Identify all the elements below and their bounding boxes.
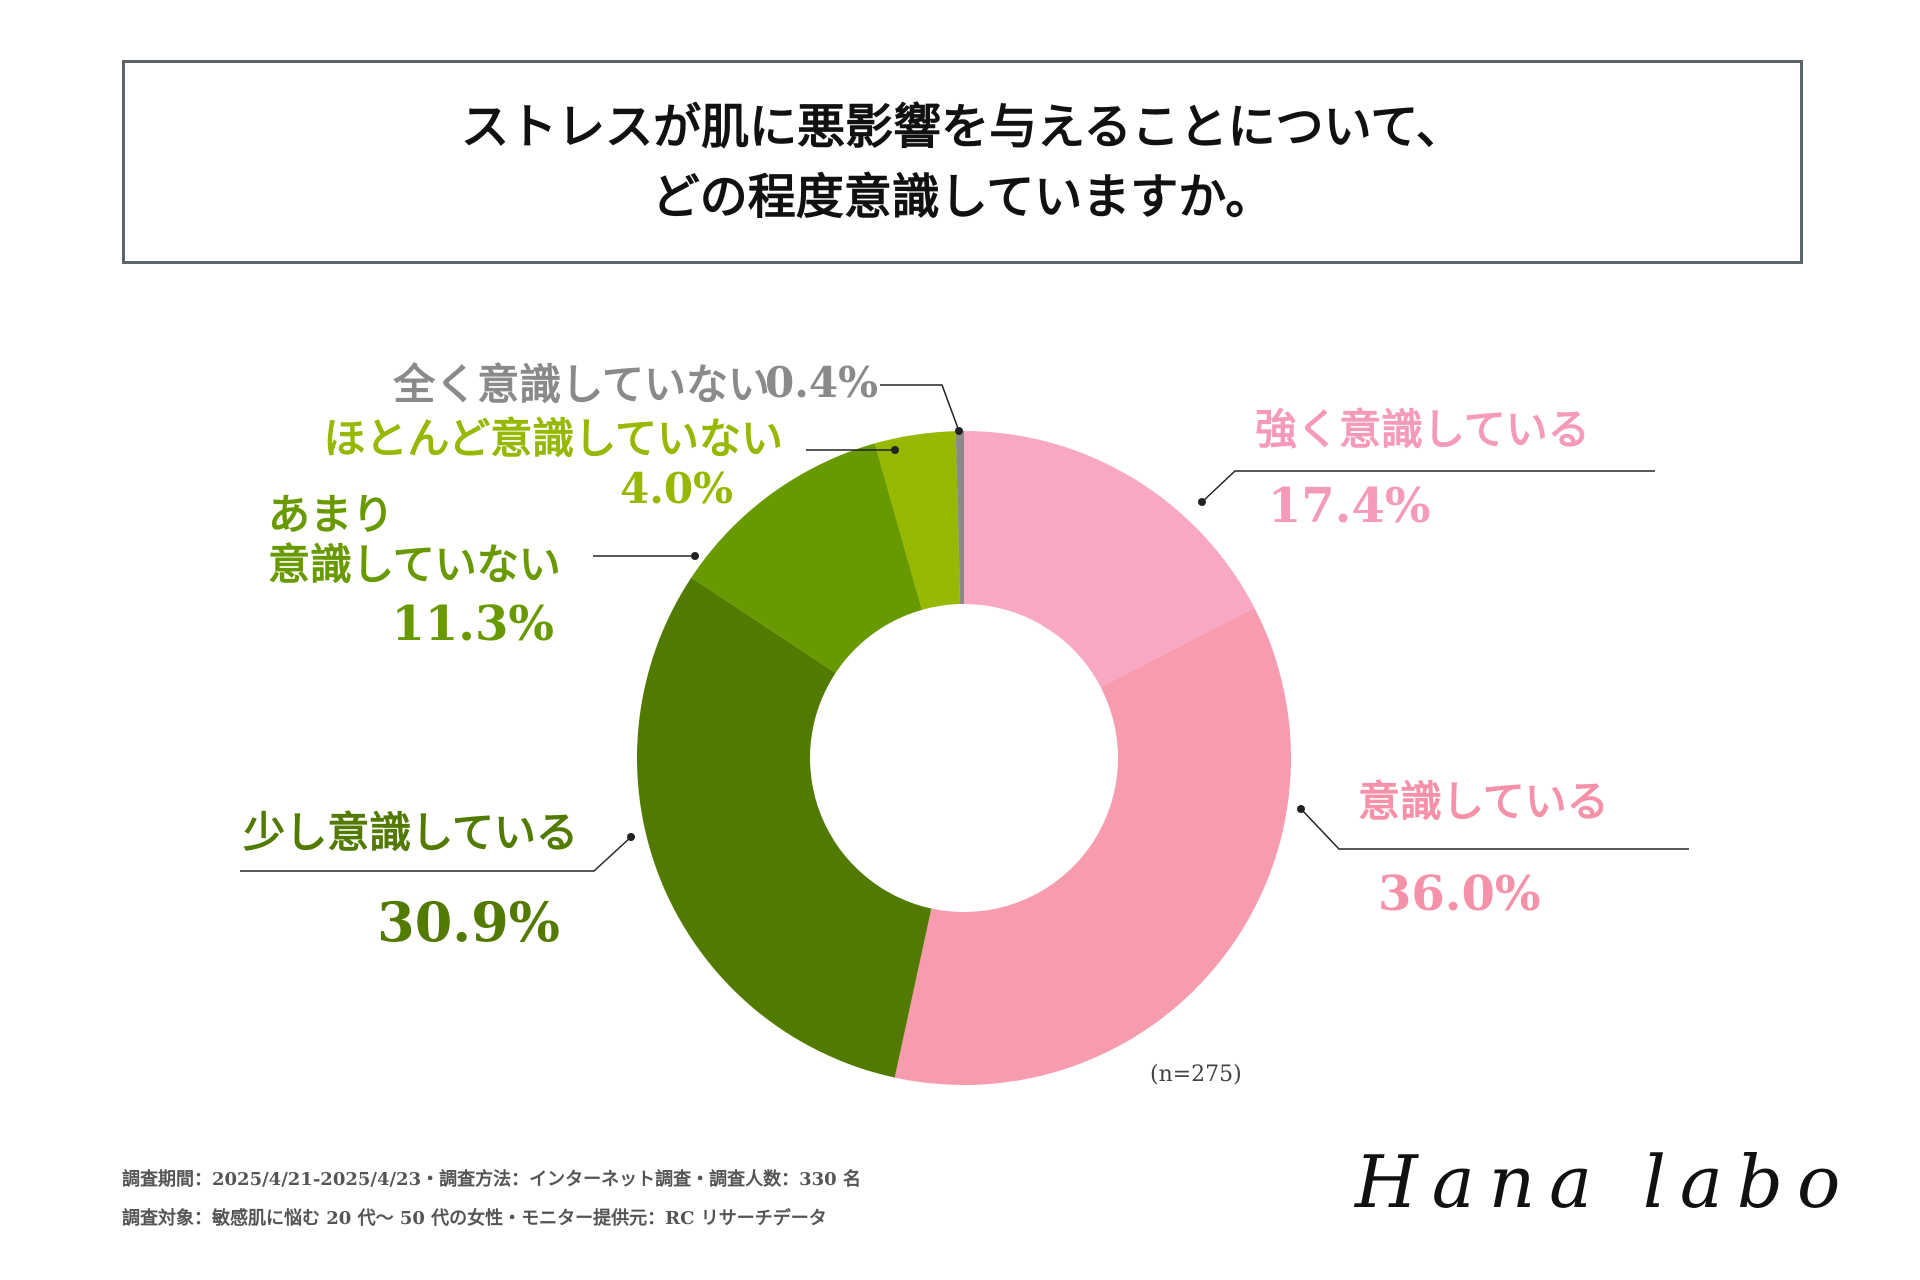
leader-line <box>1300 808 1689 850</box>
sample-note: (n=275) <box>1150 1062 1242 1087</box>
value-label: 17.4% <box>1268 478 1431 534</box>
logo: Hana labo <box>1355 1140 1855 1224</box>
leader-line <box>240 836 632 872</box>
leader-dot <box>1198 498 1206 506</box>
leader-dot <box>891 446 899 454</box>
category-label: 強く意識している <box>1255 405 1590 454</box>
title-box: ストレスが肌に悪影響を与えることについて、 どの程度意識していますか。 <box>122 60 1803 264</box>
value-label: 11.3% <box>391 596 554 652</box>
leader-line <box>1201 470 1655 503</box>
leader-dot <box>691 552 699 560</box>
leader-line <box>880 384 960 432</box>
donut-slice <box>637 577 932 1078</box>
leader-dot <box>627 833 635 841</box>
footer-line: 調査対象：敏感肌に悩む 20 代〜 50 代の女性・モニター提供元：RC リサー… <box>122 1208 827 1229</box>
value-label: 4.0% <box>620 464 733 513</box>
category-label: ほとんど意識していない <box>323 414 783 463</box>
leader-dot <box>1297 805 1305 813</box>
donut-slice <box>955 431 964 605</box>
value-label: 30.9% <box>377 890 560 954</box>
chart-title: ストレスが肌に悪影響を与えることについて、 どの程度意識していますか。 <box>461 99 1464 225</box>
category-label: 少し意識している <box>243 808 578 857</box>
value-label: 36.0% <box>1378 866 1541 922</box>
donut-slice <box>964 431 1255 688</box>
value-label: 0.4% <box>765 358 878 407</box>
donut-slice <box>874 431 961 610</box>
category-label: 全く意識していない <box>393 360 770 409</box>
footer-line: 調査期間：2025/4/21-2025/4/23・調査方法：インターネット調査・… <box>122 1169 861 1190</box>
category-label: 意識している <box>1358 777 1609 826</box>
category-label: あまり 意識していない <box>268 490 561 589</box>
leader-dot <box>955 427 963 435</box>
donut-slice <box>691 443 922 674</box>
donut-slice <box>894 607 1292 1085</box>
